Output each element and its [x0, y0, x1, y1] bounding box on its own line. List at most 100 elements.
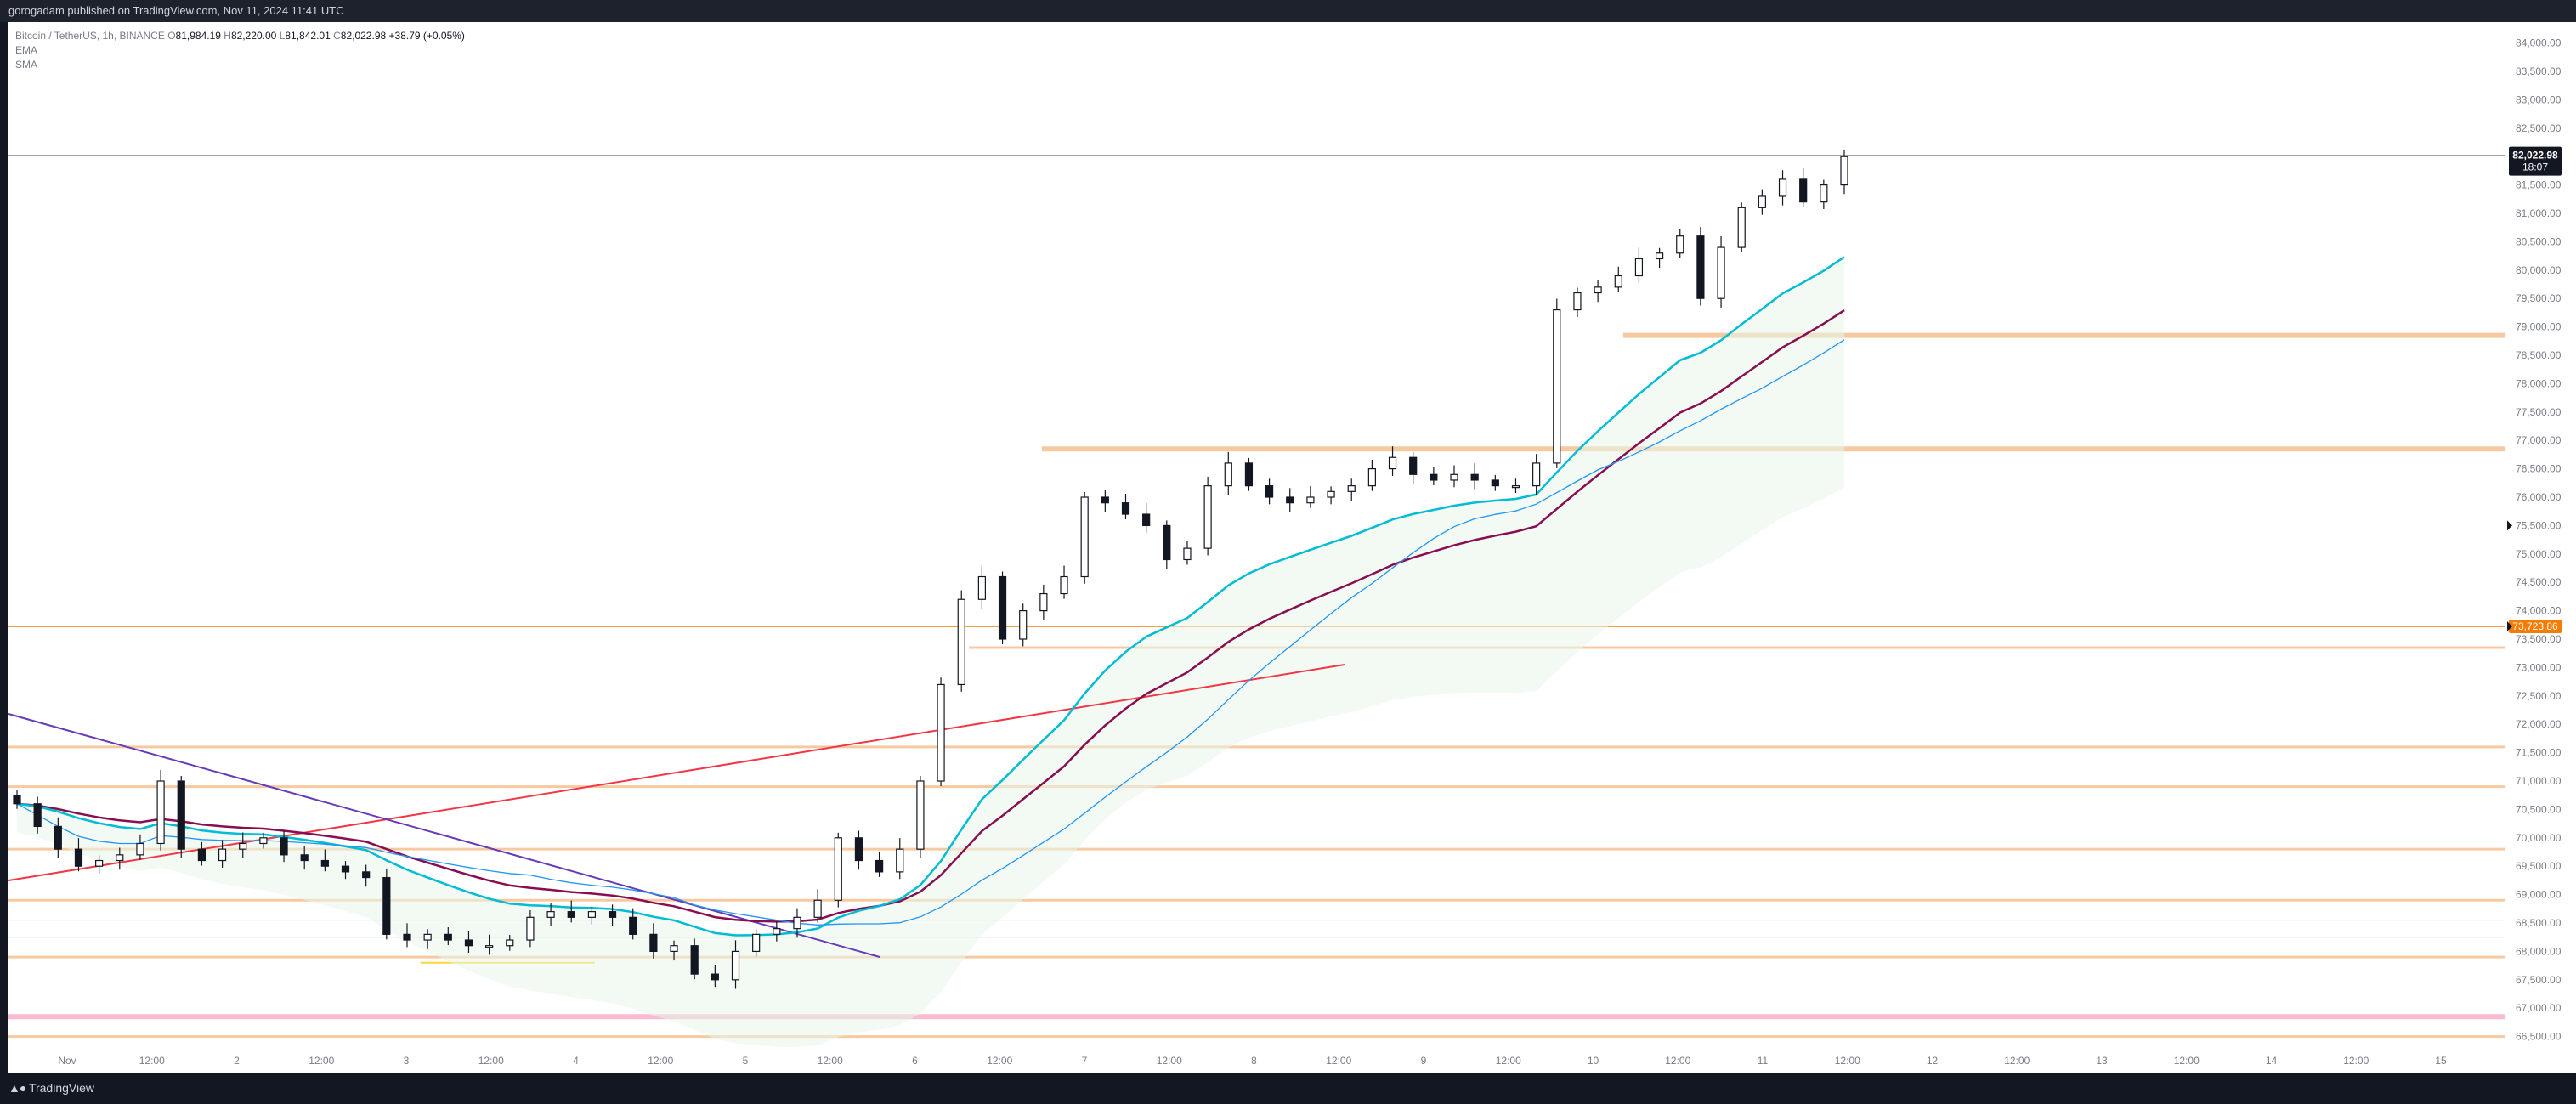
candle-body	[464, 939, 473, 947]
candle	[1532, 454, 1541, 495]
candle-body	[1799, 178, 1808, 203]
price-tick-label: 82,500.00	[2516, 122, 2562, 134]
time-tick-label: 4	[573, 1055, 579, 1067]
price-tick-label: 80,000.00	[2516, 264, 2562, 276]
legend-ohlc-row: Bitcoin / TetherUS, 1h, BINANCE O81,984.…	[15, 29, 465, 43]
price-tick-label: 76,000.00	[2516, 491, 2562, 503]
price-tick-label: 76,500.00	[2516, 463, 2562, 475]
candle	[1121, 493, 1130, 520]
sma-line	[16, 339, 1845, 926]
candle-body	[1203, 485, 1212, 549]
last-price-value: 82,022.98	[2512, 150, 2558, 161]
ema-fast-line	[16, 256, 1845, 937]
time-tick-label: 15	[2435, 1055, 2447, 1067]
candle	[649, 923, 658, 959]
candle-body	[1594, 286, 1602, 294]
candle	[403, 923, 411, 948]
alert-price-value: 73,723.86	[2512, 620, 2558, 632]
candle	[1799, 167, 1808, 207]
candle-body	[1244, 462, 1254, 487]
candle-body	[320, 859, 329, 867]
candle-body	[1286, 496, 1294, 504]
time-tick-label: 7	[1082, 1055, 1088, 1067]
open-value: 81,984.19	[175, 30, 221, 42]
price-axis: 84,000.00 83,500.00 83,000.00 82,500.00 81,5…	[2516, 37, 2562, 1043]
time-axis: Nov 12:00 2 12:00 3 12:00 4 12:00 5 12:00 6 12:00 7 1…	[58, 1055, 2447, 1067]
time-tick-label: 12:00	[1835, 1055, 1860, 1067]
price-tick-label: 69,000.00	[2516, 889, 2562, 901]
candle-body	[1614, 275, 1622, 288]
candle-body	[403, 933, 411, 941]
candle-body	[485, 945, 494, 948]
price-tick-label: 69,500.00	[2516, 860, 2562, 872]
time-tick-label: 6	[912, 1055, 918, 1067]
candle-body	[362, 871, 371, 879]
trendline-red	[8, 664, 1345, 881]
candle-body	[239, 842, 247, 850]
candle	[239, 832, 247, 858]
time-tick-label: 2	[234, 1055, 240, 1067]
price-tick-label: 80,500.00	[2516, 235, 2562, 247]
candle	[444, 927, 452, 946]
last-price-tag	[2509, 146, 2562, 176]
candle	[1655, 247, 1664, 269]
candle-body	[1101, 496, 1109, 504]
candle	[1778, 170, 1787, 206]
candle-body	[1327, 490, 1335, 498]
time-tick-label: 12:00	[2343, 1055, 2369, 1067]
candle-body	[526, 916, 535, 941]
candle	[1470, 463, 1479, 490]
candle	[1717, 236, 1725, 308]
indicator-sma-label[interactable]: SMA	[15, 59, 38, 71]
candle	[1511, 478, 1520, 493]
candle	[1101, 490, 1109, 512]
candle-body	[156, 780, 165, 845]
candle-body	[773, 928, 781, 935]
candle	[670, 940, 678, 961]
time-tick-label: 12:00	[1157, 1055, 1182, 1067]
high-value: 82,220.00	[230, 30, 277, 42]
candle-body	[1039, 592, 1048, 612]
candle-body	[506, 939, 514, 947]
indicator-ema-label[interactable]: EMA	[15, 44, 38, 56]
alert-price-tag	[2509, 620, 2562, 634]
candle-body	[977, 575, 986, 600]
candle	[1039, 584, 1048, 620]
candle-body	[423, 933, 432, 941]
candle-body	[854, 837, 863, 862]
chart-legend: Bitcoin / TetherUS, 1h, BINANCE O81,984.…	[15, 29, 465, 72]
candle-body	[382, 876, 391, 935]
price-tick-label: 74,000.00	[2516, 605, 2562, 617]
candle	[1265, 478, 1274, 505]
candle-body	[752, 933, 761, 952]
candle-body	[998, 575, 1007, 640]
price-tick-label: 66,500.00	[2516, 1031, 2562, 1043]
candle	[957, 590, 965, 692]
candle	[546, 902, 555, 927]
price-axis-area[interactable]	[2505, 22, 2576, 1073]
candle-body	[1840, 156, 1848, 186]
tradingview-logo[interactable]: ▲● TradingView	[8, 1081, 94, 1095]
candle-body	[1224, 462, 1232, 487]
price-tick-label: 84,000.00	[2516, 37, 2562, 49]
candle	[54, 817, 62, 858]
candle	[1696, 227, 1705, 306]
candle	[1737, 202, 1746, 253]
candle	[1450, 465, 1458, 488]
candle-body	[444, 933, 452, 941]
time-tick-label: 12:00	[2174, 1055, 2200, 1067]
time-tick-label: 12:00	[478, 1055, 504, 1067]
high-label: H	[224, 30, 231, 42]
price-tick-label: 72,000.00	[2516, 718, 2562, 730]
price-tick-label: 70,000.00	[2516, 832, 2562, 844]
candle	[382, 868, 391, 940]
candle-body	[1409, 456, 1418, 475]
time-tick-label: 12	[1927, 1055, 1939, 1067]
time-tick-label: 12:00	[1326, 1055, 1351, 1067]
brand-text: TradingView	[28, 1081, 94, 1095]
candle-body	[731, 950, 740, 981]
candle	[608, 904, 617, 927]
price-tick-label: 81,000.00	[2516, 207, 2562, 219]
